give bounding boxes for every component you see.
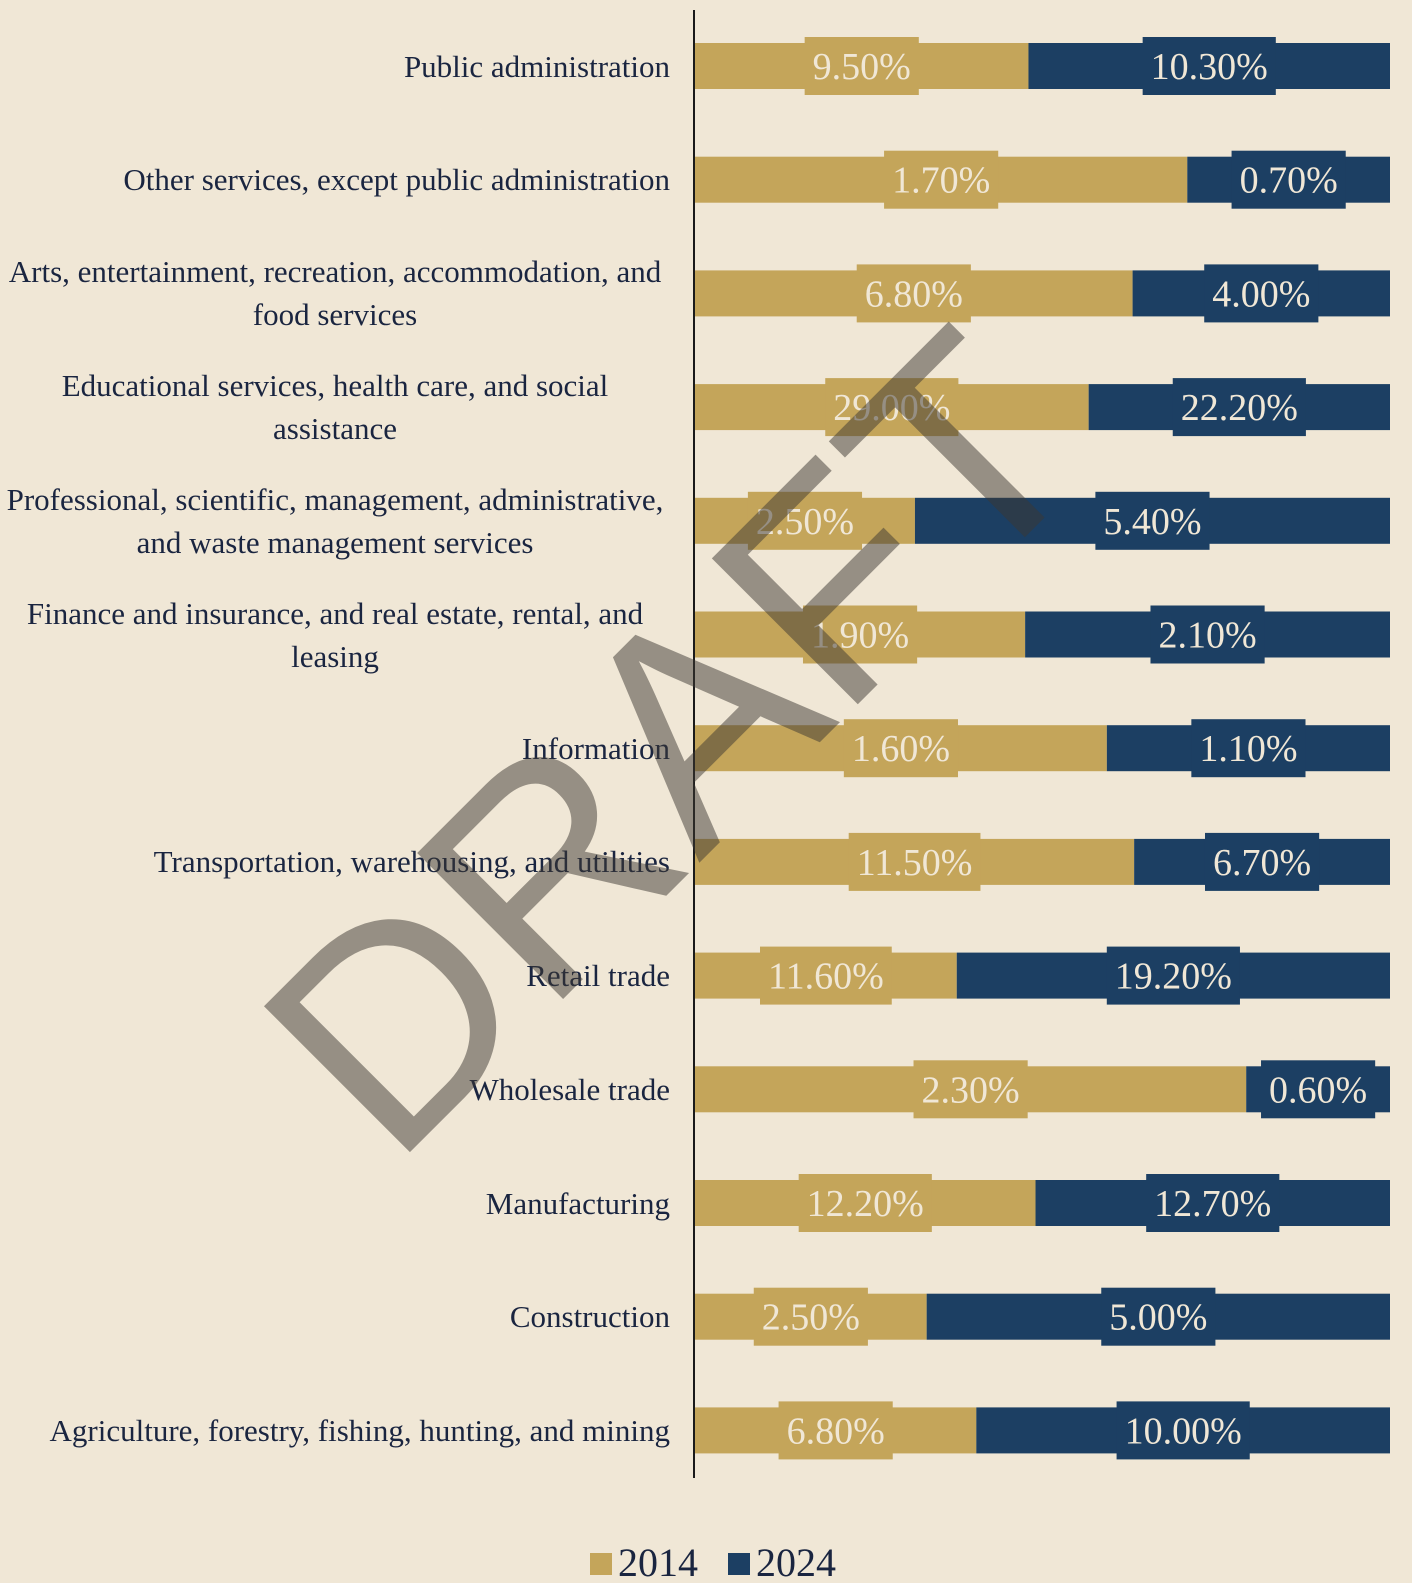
category-label: Finance and insurance, and real estate, … — [26, 595, 644, 674]
value-label-bg — [848, 832, 981, 891]
value-label-bg — [760, 946, 892, 1005]
category-label-wrap: Manufacturing — [0, 1153, 670, 1253]
category-label-box: Wholesale trade — [0, 1039, 670, 1139]
category-label: Information — [521, 730, 670, 766]
value-label: 12.70% — [1154, 1183, 1271, 1225]
value-label: 6.80% — [865, 273, 963, 315]
value-label-bg — [825, 378, 959, 437]
category-label: Arts, entertainment, recreation, accommo… — [8, 254, 662, 333]
value-label: 4.00% — [1212, 273, 1310, 315]
value-label-bg — [804, 37, 919, 95]
value-label: 5.40% — [1103, 501, 1201, 543]
value-label-bg — [1204, 264, 1319, 323]
value-label: 1.60% — [852, 728, 950, 770]
value-label: 12.20% — [807, 1183, 924, 1225]
value-label-bg — [1261, 1060, 1376, 1119]
value-label-bg — [778, 1401, 893, 1460]
value-label-bg — [1106, 946, 1240, 1005]
category-label-wrap: Agriculture, forestry, fishing, hunting,… — [0, 1380, 670, 1480]
legend-swatch — [590, 1553, 612, 1575]
category-label-wrap: Educational services, health care, and s… — [0, 357, 670, 457]
value-label-bg — [1142, 37, 1276, 95]
legend-swatch — [728, 1553, 750, 1575]
value-label: 11.60% — [768, 956, 884, 998]
value-label-bg — [1204, 832, 1320, 891]
value-label: 5.00% — [1109, 1297, 1207, 1339]
value-label: 10.30% — [1151, 46, 1268, 88]
value-label-bg — [798, 1174, 932, 1232]
category-label: Retail trade — [526, 958, 670, 994]
category-label: Other services, except public administra… — [123, 162, 670, 198]
value-label: 1.70% — [892, 160, 990, 202]
category-label-wrap: Construction — [0, 1267, 670, 1367]
value-label-bg — [802, 605, 918, 664]
value-label-bg — [884, 150, 999, 209]
category-label: Public administration — [403, 48, 670, 84]
value-label-bg — [1150, 605, 1265, 664]
value-label-bg — [1231, 150, 1346, 209]
value-label: 1.90% — [811, 615, 909, 657]
category-label-wrap: Public administration — [0, 16, 670, 116]
value-label: 6.80% — [787, 1410, 885, 1452]
category-label-box: Finance and insurance, and real estate, … — [0, 585, 670, 685]
value-label: 22.20% — [1181, 387, 1298, 429]
category-label-wrap: Retail trade — [0, 926, 670, 1026]
value-label: 0.70% — [1240, 160, 1338, 202]
category-label-box: Other services, except public administra… — [0, 130, 670, 230]
category-label-wrap: Arts, entertainment, recreation, accommo… — [0, 243, 670, 343]
category-label-box: Retail trade — [0, 926, 670, 1026]
category-label-box: Agriculture, forestry, fishing, hunting,… — [0, 1380, 670, 1480]
category-label: Transportation, warehousing, and utiliti… — [153, 844, 670, 880]
category-label: Wholesale trade — [469, 1071, 670, 1107]
value-label: 2.50% — [762, 1297, 860, 1339]
category-label: Professional, scientific, management, ad… — [6, 481, 664, 560]
category-label-wrap: Finance and insurance, and real estate, … — [0, 585, 670, 685]
value-label-bg — [913, 1060, 1028, 1119]
category-label-box: Transportation, warehousing, and utiliti… — [0, 812, 670, 912]
value-label: 2.30% — [922, 1069, 1020, 1111]
category-label-wrap: Professional, scientific, management, ad… — [0, 471, 670, 571]
category-label: Agriculture, forestry, fishing, hunting,… — [49, 1412, 670, 1448]
category-label-wrap: Transportation, warehousing, and utiliti… — [0, 812, 670, 912]
category-label: Educational services, health care, and s… — [61, 368, 609, 447]
value-label-bg — [856, 264, 971, 323]
value-label: 11.50% — [857, 842, 973, 884]
value-label: 2.10% — [1158, 615, 1256, 657]
value-label: 10.00% — [1125, 1410, 1242, 1452]
value-label-bg — [1146, 1174, 1280, 1232]
category-label-wrap: Information — [0, 698, 670, 798]
legend-label: 2024 — [756, 1540, 836, 1583]
value-label-bg — [1101, 1287, 1216, 1346]
value-label: 29.00% — [833, 387, 950, 429]
value-label: 0.60% — [1269, 1069, 1367, 1111]
value-label: 6.70% — [1213, 842, 1311, 884]
category-label-box: Public administration — [0, 16, 670, 116]
value-label: 2.50% — [756, 501, 854, 543]
value-label-bg — [747, 491, 863, 550]
category-label-box: Manufacturing — [0, 1153, 670, 1253]
value-label-bg — [1116, 1401, 1250, 1460]
value-label-bg — [1191, 719, 1306, 778]
value-label-bg — [1095, 491, 1210, 550]
category-label-box: Educational services, health care, and s… — [0, 357, 670, 457]
category-label-box: Construction — [0, 1267, 670, 1367]
value-label: 9.50% — [813, 46, 911, 88]
value-label-bg — [753, 1287, 868, 1346]
value-label-bg — [1172, 378, 1306, 437]
value-label: 1.10% — [1199, 728, 1297, 770]
category-label: Manufacturing — [485, 1185, 670, 1221]
value-label: 19.20% — [1115, 956, 1232, 998]
legend-label: 2014 — [618, 1540, 698, 1583]
category-label: Construction — [509, 1299, 670, 1335]
category-label-wrap: Other services, except public administra… — [0, 130, 670, 230]
category-label-box: Information — [0, 698, 670, 798]
value-label-bg — [843, 719, 959, 778]
category-label-box: Professional, scientific, management, ad… — [0, 471, 670, 571]
category-label-wrap: Wholesale trade — [0, 1039, 670, 1139]
category-label-box: Arts, entertainment, recreation, accommo… — [0, 243, 670, 343]
